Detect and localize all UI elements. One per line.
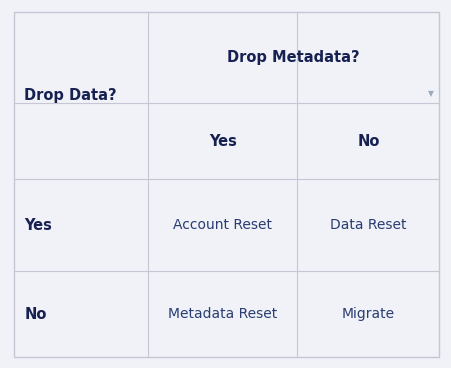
Text: Migrate: Migrate [341,307,394,321]
Text: Drop Data?: Drop Data? [24,88,117,103]
Text: Yes: Yes [208,134,236,149]
Text: Metadata Reset: Metadata Reset [168,307,277,321]
Text: ▼: ▼ [427,89,433,98]
Text: No: No [356,134,379,149]
Text: Drop Metadata?: Drop Metadata? [227,50,359,65]
Text: Data Reset: Data Reset [329,218,406,232]
Text: Account Reset: Account Reset [173,218,272,232]
Polygon shape [14,12,438,357]
Text: No: No [24,307,47,322]
Text: Yes: Yes [24,218,52,233]
